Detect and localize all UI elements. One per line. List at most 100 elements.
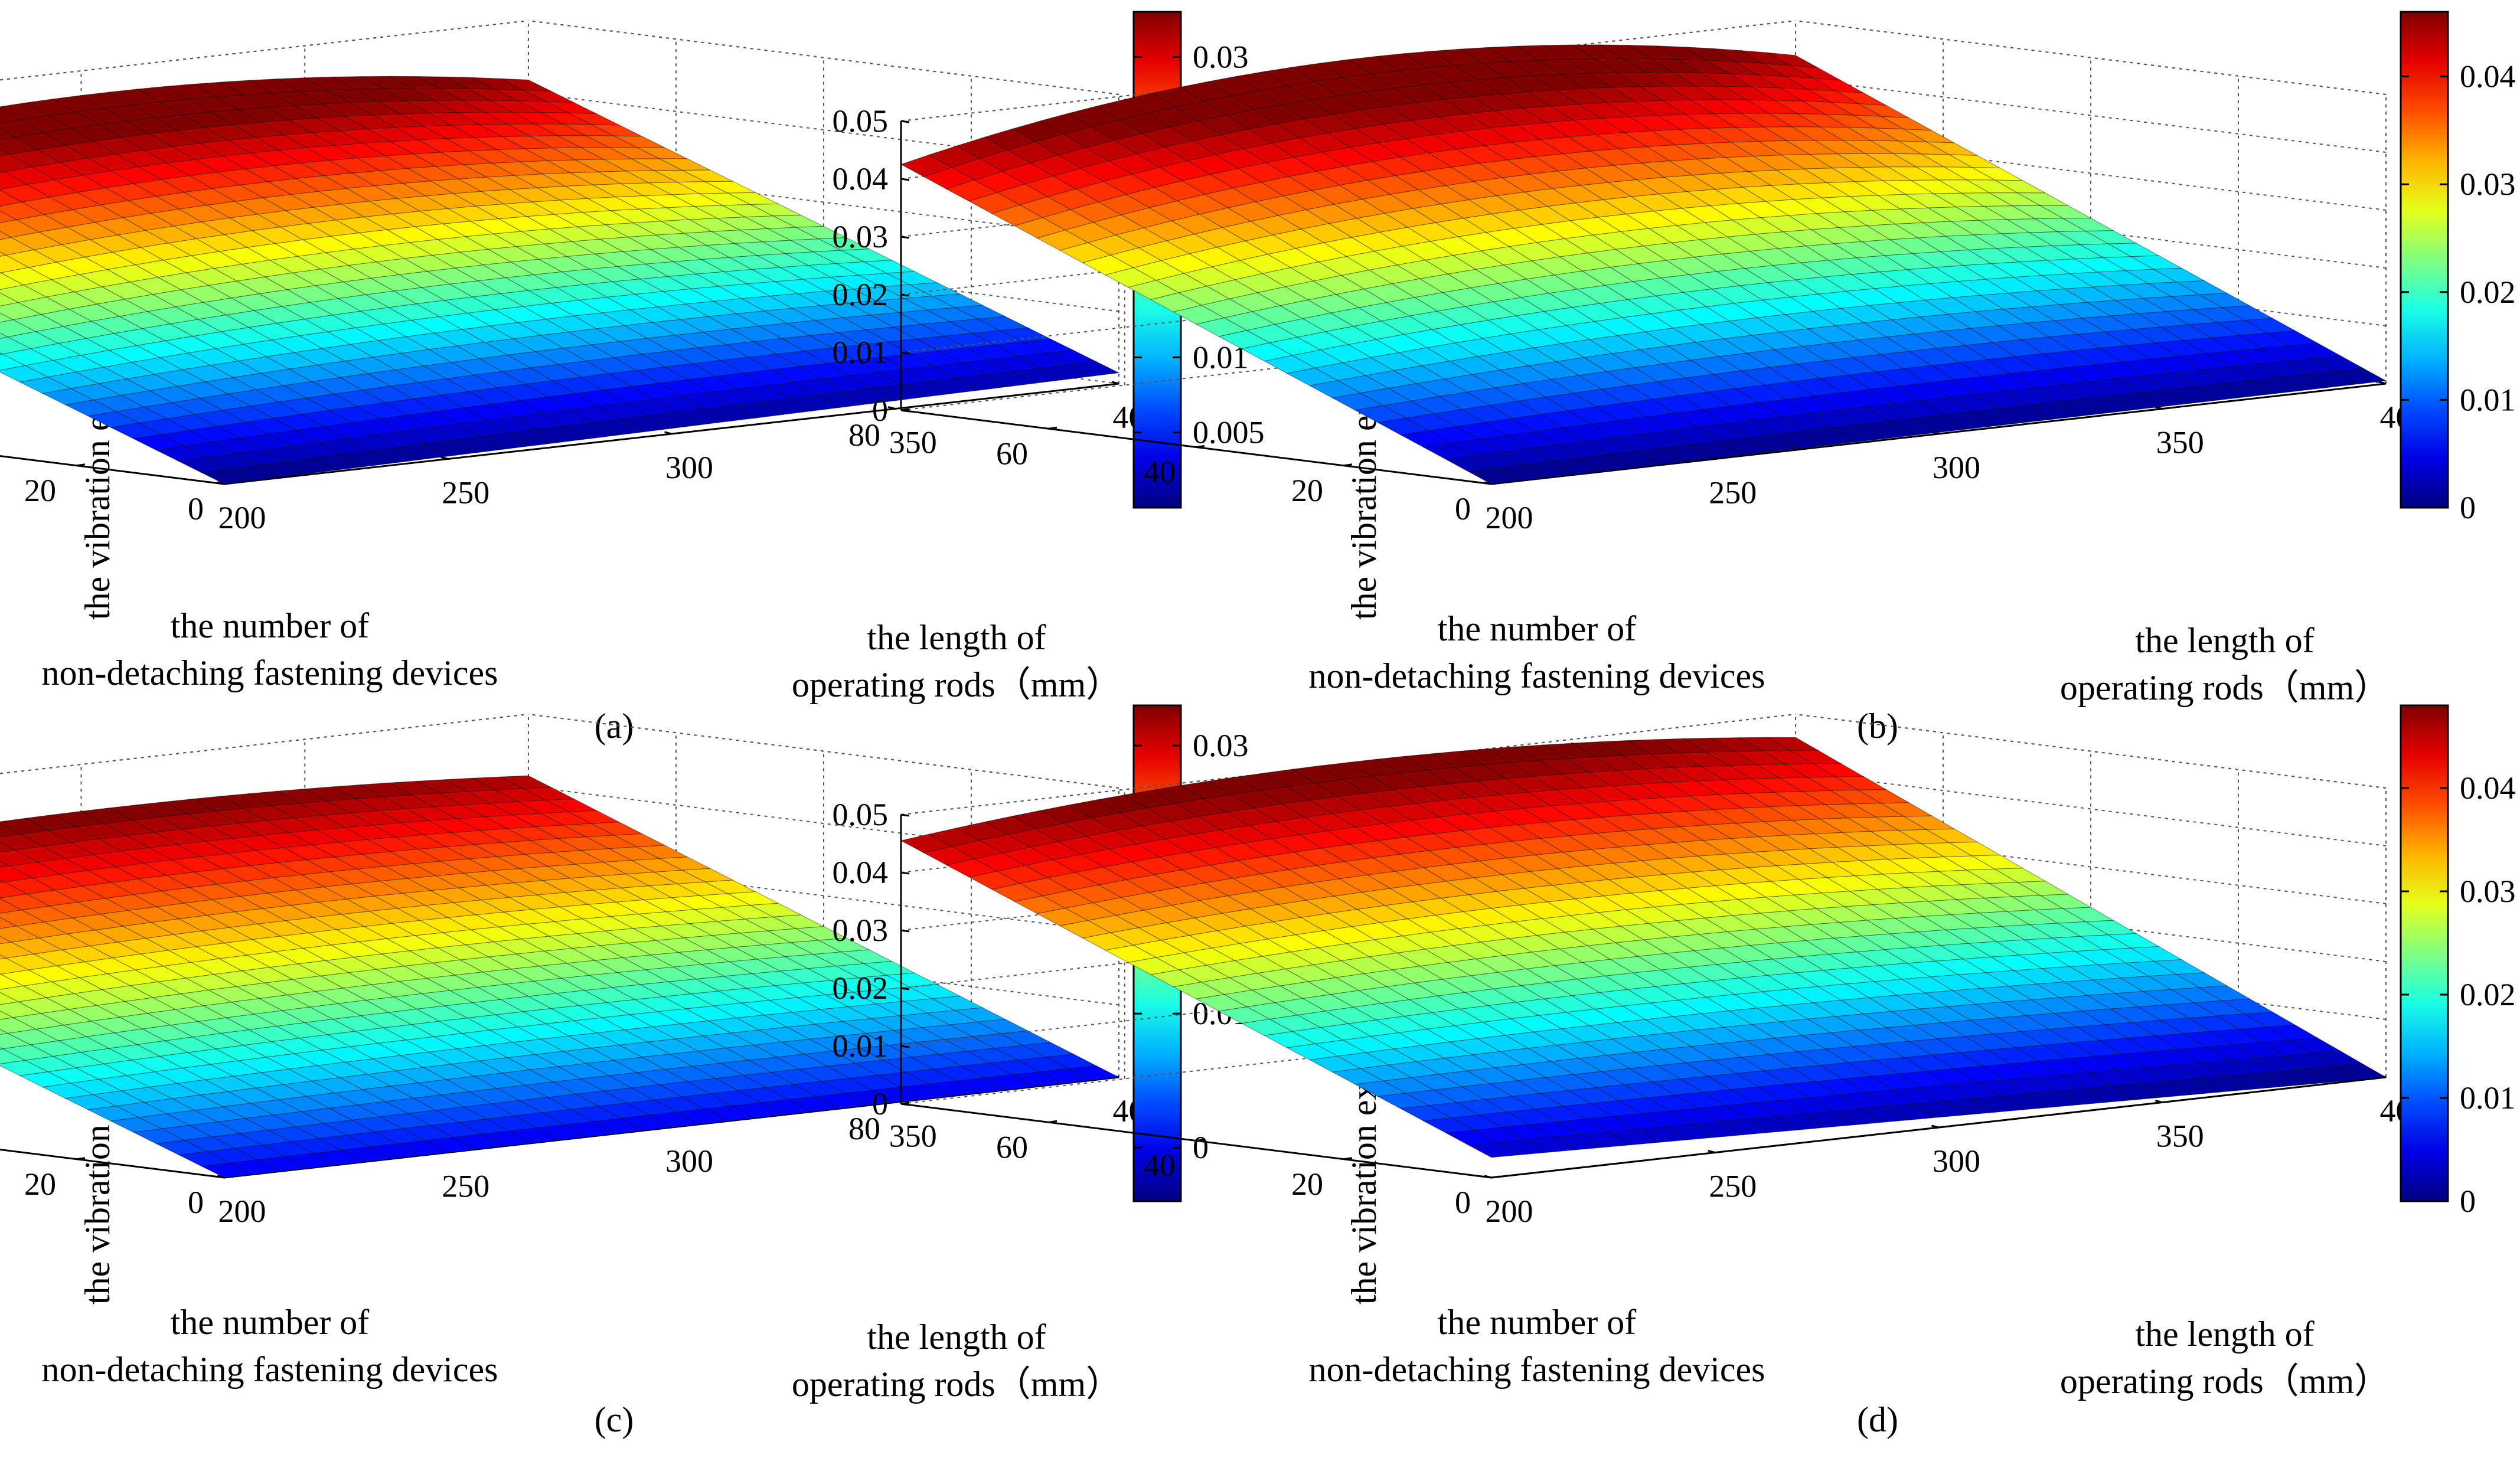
surface-patch xyxy=(1886,166,1940,181)
surface-patch xyxy=(623,322,677,339)
surface-patch xyxy=(1339,179,1391,200)
surface-patch xyxy=(684,300,737,317)
surface-patch xyxy=(1007,141,1059,164)
surface-patch xyxy=(77,187,129,205)
surface-patch xyxy=(770,366,823,383)
z-tick-label: 0.02 xyxy=(833,970,889,1006)
surface-patch xyxy=(1370,70,1423,89)
surface-patch xyxy=(1931,362,1983,381)
surface-patch xyxy=(562,823,615,838)
surface-patch xyxy=(654,169,706,183)
z-tick-label: 0.02 xyxy=(833,277,889,312)
surface-patch xyxy=(648,883,701,898)
colorbar-tick-label: 0 xyxy=(2460,490,2476,525)
surface-patch xyxy=(1578,102,1631,119)
surface-patch xyxy=(1639,345,1692,364)
surface xyxy=(900,44,2387,485)
surface-patch xyxy=(665,206,719,220)
surface-patch xyxy=(1873,286,1926,303)
x-tick-mark xyxy=(1484,481,1492,485)
surface-patch xyxy=(1319,59,1372,78)
surface-patch xyxy=(831,344,884,361)
surface-patch xyxy=(728,255,781,270)
surface-patch xyxy=(1344,161,1396,181)
surface-patch xyxy=(253,306,306,324)
surface-patch xyxy=(1822,274,1875,292)
grid-line-z-back xyxy=(900,194,1796,295)
surface-patch xyxy=(675,881,729,896)
y-tick-mark xyxy=(76,463,86,467)
surface-patch xyxy=(1357,302,1411,322)
surface-patch xyxy=(1778,328,1832,347)
z-tick-label: 0.05 xyxy=(833,103,889,139)
x-tick-mark xyxy=(217,481,225,485)
surface-patch xyxy=(1120,207,1173,228)
surface-patch xyxy=(1853,180,1907,196)
surface-patch xyxy=(1926,141,1977,156)
surface-patch xyxy=(2182,337,2235,354)
z-tick-label: 0.01 xyxy=(833,335,889,370)
surface-patch xyxy=(1382,120,1435,139)
surface-patch xyxy=(243,339,295,357)
x-axis-label-line-2: operating rods（mm） xyxy=(792,1365,1121,1404)
surface-patch xyxy=(0,272,2,274)
surface-patch xyxy=(110,423,163,439)
surface-patch xyxy=(1125,187,1178,208)
x-axis-label-line-2: operating rods（mm） xyxy=(792,665,1121,704)
x-tick-label: 300 xyxy=(665,1143,713,1179)
surface-patch xyxy=(834,261,888,276)
surface-patch xyxy=(721,905,774,920)
x-axis-label-line-1: the length of xyxy=(2135,621,2314,660)
x-tick-label: 350 xyxy=(2156,1119,2204,1154)
surface-patch xyxy=(97,378,151,396)
z-tick-label: 0.04 xyxy=(833,855,889,890)
surface-patch xyxy=(1268,336,1321,356)
surface-patch xyxy=(1399,430,1452,448)
surface-patch xyxy=(108,345,161,363)
surface-patch xyxy=(1388,383,1440,401)
surface-patch xyxy=(1091,119,1143,141)
y-axis-label-line-1: the number of xyxy=(171,1303,370,1342)
surface-patch xyxy=(704,181,756,194)
surface-patch xyxy=(1628,381,1682,400)
surface-patch xyxy=(1169,120,1222,142)
surface-patch xyxy=(625,871,678,887)
surface-patch xyxy=(190,251,243,269)
surface-patch xyxy=(791,305,844,321)
surface-patch xyxy=(602,860,655,875)
surface-patch xyxy=(1171,214,1223,235)
z-tick-mark xyxy=(900,409,910,413)
colorbar xyxy=(2400,704,2449,1202)
x-tick-mark xyxy=(2155,406,2163,410)
surface-patch xyxy=(1595,403,1648,421)
back-floor-edge xyxy=(900,309,1796,411)
y-tick-label: 80 xyxy=(848,417,880,453)
surface-patch xyxy=(1258,85,1311,105)
surface-patch xyxy=(840,249,893,263)
x-axis-label-line-1: the length of xyxy=(867,618,1046,657)
surface-patch xyxy=(1898,383,1950,401)
colorbar-tick-label: 0.02 xyxy=(2460,977,2516,1012)
colorbar-tick-label: 0.03 xyxy=(1193,728,1249,763)
surface-patch xyxy=(956,136,1008,159)
surface-patch xyxy=(1375,334,1428,353)
surface-patch xyxy=(1151,86,1204,107)
z-tick-mark xyxy=(900,871,910,875)
z-tick-label: 0.03 xyxy=(833,219,889,254)
surface-patch xyxy=(698,893,752,908)
surface-patch xyxy=(602,386,655,403)
x-tick-label: 350 xyxy=(889,1119,937,1154)
surface-patch xyxy=(1918,313,1971,332)
surface-patch xyxy=(814,317,867,334)
surface-patch xyxy=(283,132,336,148)
panel-a: the vibration exposure （m/s (a) the numb… xyxy=(0,11,1265,746)
surface-patch xyxy=(900,154,953,177)
surface-patch xyxy=(719,357,772,374)
surface-patch xyxy=(690,286,743,302)
surface-patch xyxy=(1067,1065,1120,1081)
x-tick-mark xyxy=(440,456,449,460)
surface-patch xyxy=(178,457,231,473)
surface-patch xyxy=(927,378,980,394)
surface-patch xyxy=(1044,1054,1098,1070)
surface-patch xyxy=(0,332,9,339)
